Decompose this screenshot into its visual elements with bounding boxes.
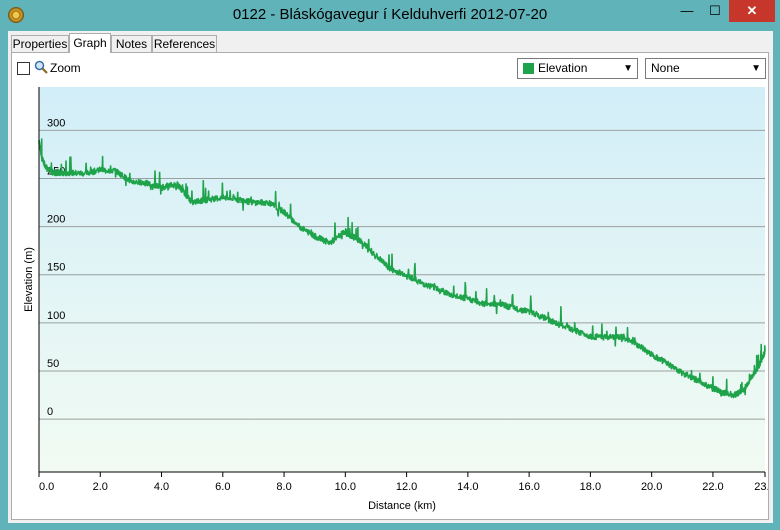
x-tick-label: 22.0 — [702, 481, 723, 493]
x-tick-label: 2.0 — [93, 481, 108, 493]
chevron-down-icon: ▼ — [751, 63, 761, 74]
y-tick-label: 300 — [47, 117, 65, 129]
y-tick-label: 100 — [47, 310, 65, 322]
y-tick-label: 0 — [47, 406, 53, 418]
tab-notes[interactable]: Notes — [111, 35, 152, 52]
grid-lines — [39, 129, 765, 420]
secondary-series-select[interactable]: None ▼ — [645, 58, 766, 79]
window-content: Properties Graph Notes References Zoom E… — [8, 31, 773, 523]
zoom-label: Zoom — [50, 61, 81, 75]
tab-references[interactable]: References — [152, 35, 217, 52]
y-tick-label: 50 — [47, 358, 59, 370]
y-axis-label: Elevation (m) — [23, 247, 35, 312]
y-tick-label: 200 — [47, 214, 65, 226]
series-select-value: Elevation — [538, 61, 588, 75]
zoom-checkbox[interactable] — [17, 62, 30, 75]
x-tick-label: 18.0 — [580, 481, 601, 493]
graph-panel: Zoom Elevation ▼ None ▼ 0 50 100 — [11, 52, 769, 520]
chevron-down-icon: ▼ — [623, 63, 633, 74]
close-button[interactable]: ✕ — [729, 0, 775, 22]
y-tick-label: 150 — [47, 262, 65, 274]
x-tick-label: 14.0 — [457, 481, 478, 493]
minimize-button[interactable]: — — [680, 3, 694, 18]
maximize-button[interactable]: ☐ — [709, 3, 721, 18]
window-title: 0122 - Bláskógavegur í Kelduhverfi 2012-… — [232, 6, 548, 23]
x-tick-label: 23.7 — [754, 481, 768, 493]
tab-properties[interactable]: Properties — [11, 35, 69, 52]
tab-graph[interactable]: Graph — [69, 33, 111, 53]
x-tick-label: 12.0 — [396, 481, 417, 493]
x-axis-ticks: 0.0 2.0 4.0 6.0 8.0 10.0 12.0 14.0 16.0 18.0 20.0 2… — [38, 472, 768, 493]
x-tick-label: 20.0 — [641, 481, 662, 493]
title-bar[interactable]: 0122 - Bláskógavegur í Kelduhverfi 2012-… — [0, 0, 780, 30]
x-axis-label: Distance (km) — [368, 500, 436, 512]
series-layer — [38, 138, 766, 399]
x-tick-label: 4.0 — [154, 481, 169, 493]
x-tick-label: 6.0 — [215, 481, 230, 493]
x-tick-label: 0.0 — [39, 481, 54, 493]
x-tick-label: 10.0 — [335, 481, 356, 493]
series-select[interactable]: Elevation ▼ — [517, 58, 638, 79]
elevation-series-line — [38, 138, 766, 399]
x-tick-label: 16.0 — [518, 481, 539, 493]
compass-icon[interactable] — [8, 7, 24, 23]
magnifier-icon — [34, 60, 48, 74]
secondary-select-value: None — [651, 61, 680, 75]
series-color-swatch — [523, 63, 534, 74]
plot-area — [39, 87, 765, 472]
x-tick-label: 8.0 — [276, 481, 291, 493]
